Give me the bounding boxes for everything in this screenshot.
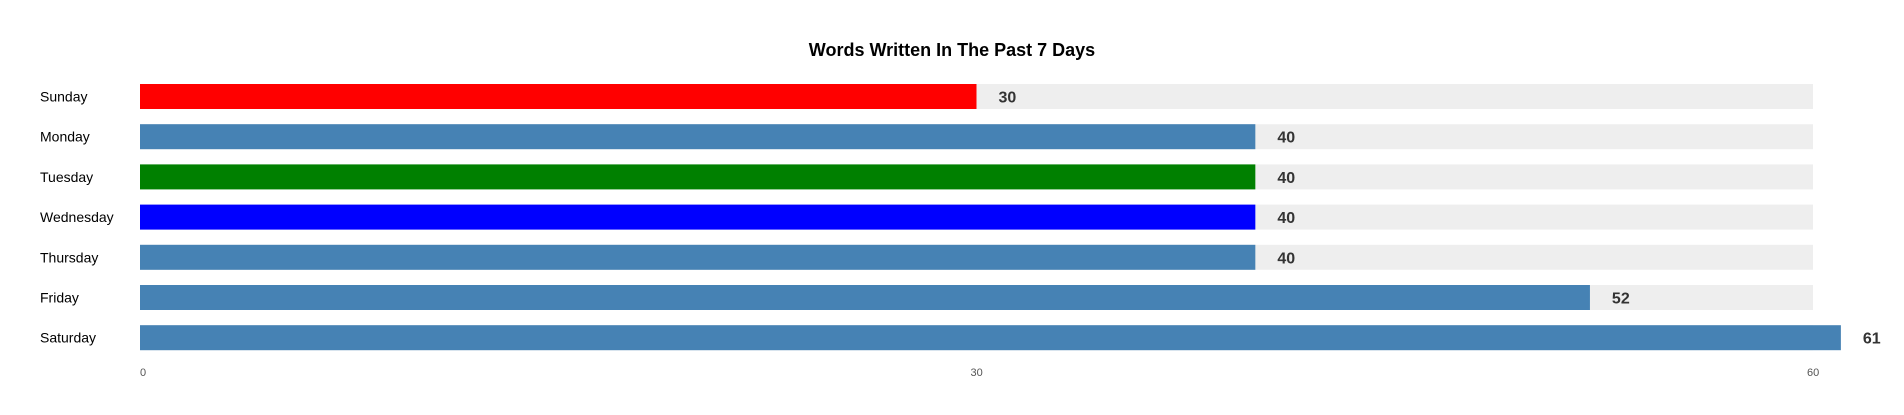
value-label: 40 xyxy=(1277,210,1295,227)
category-label: Saturday xyxy=(40,330,96,346)
x-tick-label: 60 xyxy=(1807,367,1819,379)
bar-row-friday: Friday 52 xyxy=(40,285,1813,310)
category-label: Friday xyxy=(40,290,79,306)
category-label: Monday xyxy=(40,129,90,145)
value-label: 61 xyxy=(1863,331,1881,348)
bar-row-monday: Monday 40 xyxy=(40,124,1813,150)
x-tick-label: 0 xyxy=(140,367,146,379)
bar-wednesday xyxy=(140,204,1256,230)
bar-row-saturday: Saturday 61 xyxy=(40,325,1881,351)
bar-sunday xyxy=(140,84,977,109)
bar-saturday xyxy=(140,325,1841,351)
bar-friday xyxy=(140,285,1590,310)
x-tick-label: 30 xyxy=(971,367,983,379)
category-label: Wednesday xyxy=(40,209,114,225)
bar-row-sunday: Sunday 30 xyxy=(40,84,1813,109)
value-label: 52 xyxy=(1612,291,1630,308)
value-label: 40 xyxy=(1277,250,1295,267)
category-label: Thursday xyxy=(40,249,98,265)
bar-monday xyxy=(140,124,1256,150)
category-label: Tuesday xyxy=(40,169,93,185)
bar-row-wednesday: Wednesday 40 xyxy=(40,204,1813,230)
value-label: 30 xyxy=(999,90,1017,107)
bar-tuesday xyxy=(140,164,1256,190)
x-axis-ticks: 0 30 60 xyxy=(140,367,1819,379)
bar-thursday xyxy=(140,244,1256,270)
category-label: Sunday xyxy=(40,89,87,105)
bar-row-thursday: Thursday 40 xyxy=(40,244,1813,270)
bar-row-tuesday: Tuesday 40 xyxy=(40,164,1813,190)
chart-title: Words Written In The Past 7 Days xyxy=(809,40,1095,60)
value-label: 40 xyxy=(1277,170,1295,187)
value-label: 40 xyxy=(1277,130,1295,147)
